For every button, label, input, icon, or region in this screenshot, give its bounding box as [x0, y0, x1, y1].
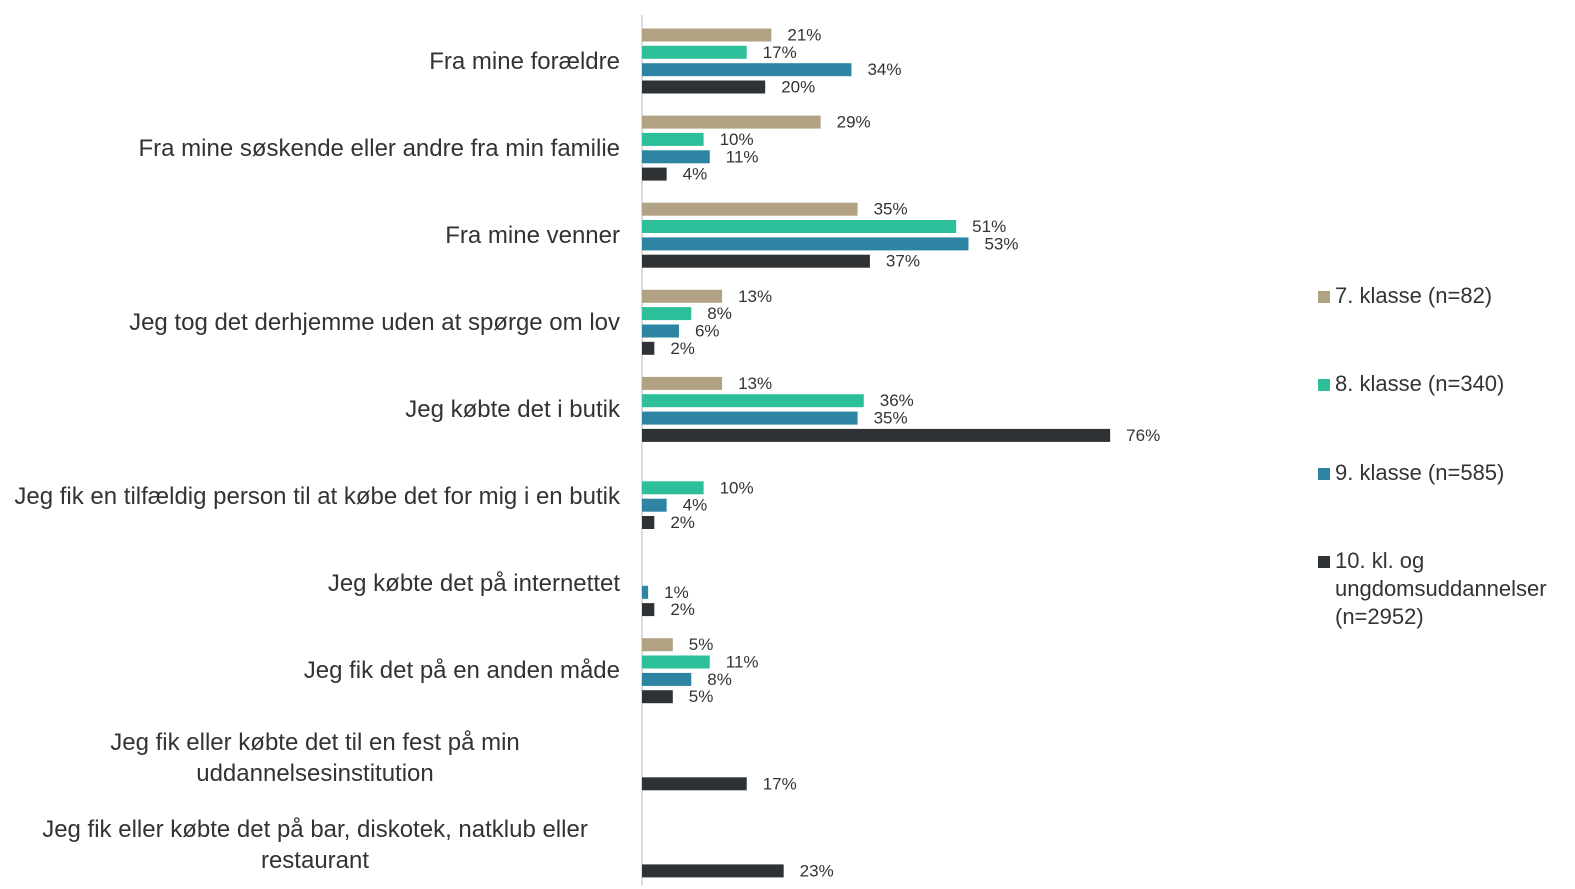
- bar: [642, 376, 723, 390]
- legend-label: 10. kl. og ungdomsuddannelser (n=2952): [1335, 548, 1547, 629]
- value-label: 20%: [781, 77, 815, 96]
- category-label-box: Jeg tog det derhjemme uden at spørge om …: [0, 282, 620, 362]
- value-label: 8%: [707, 304, 732, 323]
- legend-swatch: [1318, 291, 1330, 303]
- value-label: 13%: [738, 374, 772, 393]
- bar: [642, 638, 673, 652]
- value-label: 5%: [689, 635, 714, 654]
- bar: [642, 411, 858, 425]
- category-label: Jeg fik en tilfældig person til at købe …: [14, 483, 620, 510]
- value-label: 13%: [738, 287, 772, 306]
- bar: [642, 80, 766, 94]
- value-label: 35%: [874, 200, 908, 219]
- value-label: 35%: [874, 409, 908, 428]
- legend-swatch: [1318, 468, 1330, 480]
- value-label: 10%: [720, 478, 754, 497]
- legend-label: 9. klasse (n=585): [1335, 460, 1505, 485]
- category-label-box: Fra mine søskende eller andre fra min fa…: [0, 108, 620, 188]
- bar: [642, 28, 772, 42]
- legend-item: 10. kl. og ungdomsuddannelser (n=2952): [1318, 547, 1565, 631]
- category-label-box: Jeg fik en tilfældig person til at købe …: [0, 457, 620, 537]
- legend-label: 7. klasse (n=82): [1335, 283, 1493, 308]
- value-label: 4%: [683, 496, 708, 515]
- category-label: Jeg fik det på en anden måde: [303, 657, 620, 685]
- bar: [642, 202, 858, 216]
- category-label: Jeg tog det derhjemme uden at spørge om …: [129, 308, 620, 336]
- legend-item: 9. klasse (n=585): [1318, 459, 1565, 487]
- bar: [642, 428, 1111, 442]
- bar: [642, 672, 692, 686]
- bar: [642, 167, 667, 181]
- value-label: 29%: [837, 113, 871, 132]
- value-label: 76%: [1126, 426, 1160, 445]
- bar: [642, 585, 649, 599]
- bar: [642, 394, 864, 408]
- value-label: 36%: [880, 391, 914, 410]
- value-label: 10%: [720, 130, 754, 149]
- category-label: Fra mine venner: [445, 221, 620, 249]
- value-label: 5%: [689, 687, 714, 706]
- bar: [642, 220, 957, 233]
- bar: [642, 324, 679, 338]
- bar: [642, 690, 673, 704]
- category-label: Jeg købte det på internettet: [327, 570, 620, 598]
- category-label-box: Jeg købte det på internettet: [0, 544, 620, 624]
- bar: [642, 115, 821, 129]
- legend-item: 8. klasse (n=340): [1318, 370, 1565, 398]
- value-label: 53%: [984, 234, 1018, 253]
- category-label: Jeg købte det i butik: [405, 395, 620, 423]
- bar: [642, 45, 747, 59]
- category-label-box: Jeg købte det i butik: [0, 369, 620, 449]
- category-label-box: Jeg fik eller købte det på bar, diskotek…: [0, 805, 620, 885]
- bar: [642, 150, 710, 164]
- category-label: Fra mine søskende eller andre fra min fa…: [138, 134, 620, 162]
- value-label: 37%: [886, 252, 920, 271]
- bar: [642, 655, 710, 669]
- bar: [642, 307, 692, 321]
- value-label: 23%: [800, 861, 834, 880]
- category-label: Fra mine forældre: [429, 47, 620, 75]
- legend-swatch: [1318, 556, 1330, 568]
- value-label: 8%: [707, 670, 732, 689]
- value-label: 51%: [972, 217, 1006, 236]
- bar: [642, 498, 667, 512]
- value-label: 2%: [670, 600, 695, 619]
- bar: [642, 237, 969, 251]
- category-label-box: Fra mine forældre: [0, 21, 620, 101]
- value-label: 11%: [726, 652, 759, 671]
- value-label: 2%: [670, 513, 695, 532]
- bar: [642, 254, 870, 268]
- bar: [642, 63, 852, 77]
- bar: [642, 341, 655, 355]
- category-label-box: Jeg fik det på en anden måde: [0, 631, 620, 711]
- value-label: 4%: [683, 165, 708, 184]
- bar: [642, 603, 655, 617]
- value-label: 6%: [695, 321, 720, 340]
- legend-label: 8. klasse (n=340): [1335, 371, 1505, 396]
- value-label: 11%: [726, 147, 759, 166]
- bar: [642, 516, 655, 529]
- bar: [642, 132, 704, 146]
- legend-swatch: [1318, 379, 1330, 391]
- bar: [642, 481, 704, 495]
- value-label: 2%: [670, 339, 695, 358]
- bar: [642, 864, 784, 878]
- value-label: 34%: [867, 60, 901, 79]
- category-label-box: Fra mine venner: [0, 195, 620, 275]
- legend-item: 7. klasse (n=82): [1318, 282, 1565, 310]
- bar: [642, 289, 723, 303]
- bar: [642, 777, 747, 791]
- category-label: Jeg fik eller købte det på bar, diskotek…: [42, 815, 588, 874]
- value-label: 21%: [787, 25, 821, 44]
- value-label: 1%: [664, 583, 689, 602]
- category-label: Jeg fik eller købte det til en fest på m…: [110, 728, 520, 787]
- value-label: 17%: [763, 774, 797, 793]
- category-label-box: Jeg fik eller købte det til en fest på m…: [0, 718, 620, 798]
- value-label: 17%: [763, 43, 797, 62]
